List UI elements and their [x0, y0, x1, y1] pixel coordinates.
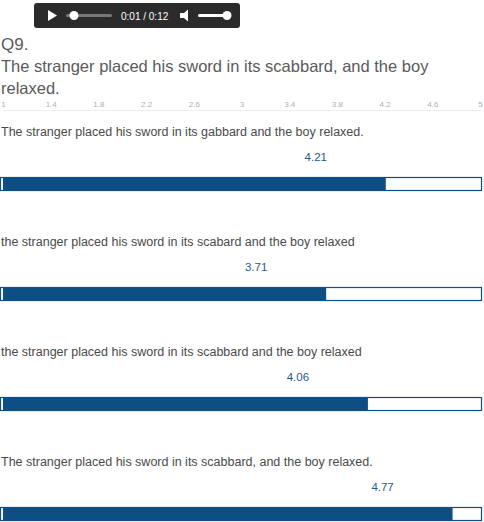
bar	[3, 397, 368, 411]
tick: 1	[1, 100, 6, 110]
bar	[3, 287, 326, 301]
tick-label: 3.8	[332, 100, 344, 109]
bar	[3, 177, 386, 191]
tick-label: 1	[1, 100, 6, 109]
tick: 3	[240, 100, 245, 110]
tick: 2.2	[141, 100, 153, 110]
tick-label: 5	[478, 100, 483, 109]
tick: 3.8	[332, 100, 344, 110]
category-label: the stranger placed his sword in its sca…	[1, 345, 362, 359]
bar-track	[1, 178, 482, 191]
play-icon	[48, 10, 57, 21]
audio-player: 0:01 / 0:12	[34, 3, 240, 28]
data-label: 4.77	[371, 481, 393, 493]
tick: 4.6	[427, 100, 439, 110]
data-label: 3.71	[245, 261, 267, 273]
tick-label: 3	[240, 100, 245, 109]
tick: 4.2	[380, 100, 392, 110]
category-label: the stranger placed his sword in its sca…	[1, 235, 355, 249]
tick-label: 2.2	[141, 100, 153, 109]
tick-label: 3.4	[284, 100, 296, 109]
tick-label: 2.6	[189, 100, 201, 109]
category-labels: The stranger placed his sword in its gab…	[1, 125, 373, 469]
volume-icon	[180, 10, 188, 22]
tick-label: 1.8	[93, 100, 105, 109]
volume-knob	[223, 11, 232, 20]
tick-label: 4.6	[427, 100, 439, 109]
axis-line	[4, 110, 481, 111]
subtitle: The stranger placed his sword in its sca…	[1, 57, 429, 97]
bar-track	[1, 288, 482, 301]
x-axis: 1 1.4 1.8 2.2 2.6 3 3.4 3.8 4.2 4.6 5	[1, 100, 483, 111]
player-background	[34, 3, 240, 28]
category-label: The stranger placed his sword in its gab…	[1, 125, 364, 139]
bar	[3, 507, 453, 521]
player-time: 0:01 / 0:12	[121, 11, 169, 22]
tracks	[1, 178, 482, 521]
tick: 1.8	[93, 100, 105, 110]
bar-track	[1, 398, 482, 411]
tick-label: 4.2	[380, 100, 392, 109]
tick: 2.6	[189, 100, 201, 110]
tick: 1.4	[46, 100, 58, 110]
progress-knob	[70, 11, 79, 20]
data-label: 4.06	[287, 371, 309, 383]
title: Q9.	[1, 35, 28, 54]
data-label: 4.21	[305, 151, 327, 163]
tick-label: 1.4	[46, 100, 58, 109]
bar-track	[1, 508, 482, 521]
category-label: The stranger placed his sword in its sca…	[1, 455, 373, 469]
tick: 3.4	[284, 100, 296, 110]
data-labels: 4.21 3.71 4.06 4.77	[245, 151, 394, 493]
tick: 5	[478, 100, 483, 110]
